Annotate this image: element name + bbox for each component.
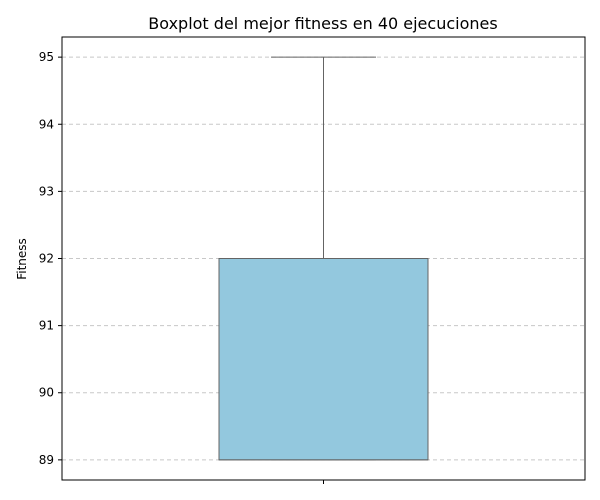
y-tick-label: 95 xyxy=(39,50,54,64)
y-tick-label: 92 xyxy=(39,252,54,266)
y-tick-label: 89 xyxy=(39,453,54,467)
chart-title: Boxplot del mejor fitness en 40 ejecucio… xyxy=(148,14,497,33)
y-tick-label: 91 xyxy=(39,319,54,333)
iqr-box xyxy=(218,258,429,461)
y-axis-ticks: 89 90 91 92 93 94 95 xyxy=(39,50,62,467)
y-axis-label: Fitness xyxy=(15,238,29,280)
y-tick-label: 90 xyxy=(39,386,54,400)
box-group xyxy=(218,56,429,461)
y-tick-label: 94 xyxy=(39,117,54,131)
y-tick-label: 93 xyxy=(39,184,54,198)
